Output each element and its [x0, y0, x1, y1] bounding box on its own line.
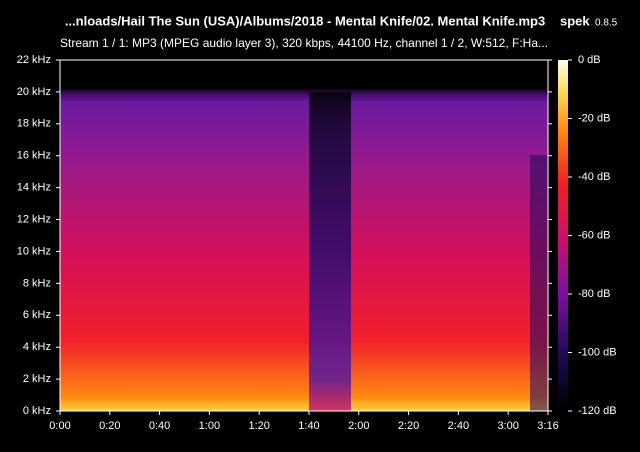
- app-name: spek: [560, 13, 590, 28]
- y-tick-label: 0 kHz: [23, 405, 51, 417]
- colorbar-tick-label: -60 dB: [578, 229, 610, 241]
- y-tick-label: 20 kHz: [17, 86, 51, 98]
- x-tick-label: 2:40: [448, 420, 469, 432]
- colorbar-tick-label: -40 dB: [578, 171, 610, 183]
- x-tick-label: 3:00: [497, 420, 518, 432]
- x-tick-label: 0:40: [149, 420, 170, 432]
- x-tick-label: 2:20: [398, 420, 419, 432]
- x-tick-label: 2:00: [348, 420, 369, 432]
- y-tick-label: 2 kHz: [23, 373, 51, 385]
- y-tick-label: 10 kHz: [17, 245, 51, 257]
- colorbar-tick-label: -100 dB: [578, 346, 617, 358]
- x-tick-label: 1:20: [248, 420, 269, 432]
- x-tick-label: 0:20: [99, 420, 120, 432]
- plot-frame: [59, 59, 549, 412]
- y-tick-label: 16 kHz: [17, 150, 51, 162]
- app-version: 0.8.5: [595, 18, 618, 29]
- y-tick-label: 14 kHz: [17, 182, 51, 194]
- spectrogram-quiet: [309, 92, 351, 411]
- x-tick-label: 1:00: [199, 420, 220, 432]
- x-tick-label: 0:00: [49, 420, 70, 432]
- y-tick-label: 18 kHz: [17, 118, 51, 130]
- stream-info: Stream 1 / 1: MP3 (MPEG audio layer 3), …: [60, 36, 548, 50]
- colorbar-tick-label: -120 dB: [578, 405, 617, 417]
- y-tick-label: 22 kHz: [17, 54, 51, 66]
- colorbar-tick-label: 0 dB: [578, 54, 601, 66]
- y-tick-label: 12 kHz: [17, 213, 51, 225]
- x-tick-label: 1:40: [298, 420, 319, 432]
- spectrogram-fade: [530, 155, 548, 411]
- y-tick-label: 8 kHz: [23, 277, 51, 289]
- colorbar-tick-label: -80 dB: [578, 288, 610, 300]
- colorbar: [558, 60, 568, 411]
- file-title: ...nloads/Hail The Sun (USA)/Albums/2018…: [65, 13, 545, 28]
- spectrogram: [60, 60, 548, 411]
- colorbar-tick-label: -20 dB: [578, 112, 610, 124]
- x-tick-label: 3:16: [537, 420, 558, 432]
- y-tick-label: 6 kHz: [23, 309, 51, 321]
- y-tick-label: 4 kHz: [23, 341, 51, 353]
